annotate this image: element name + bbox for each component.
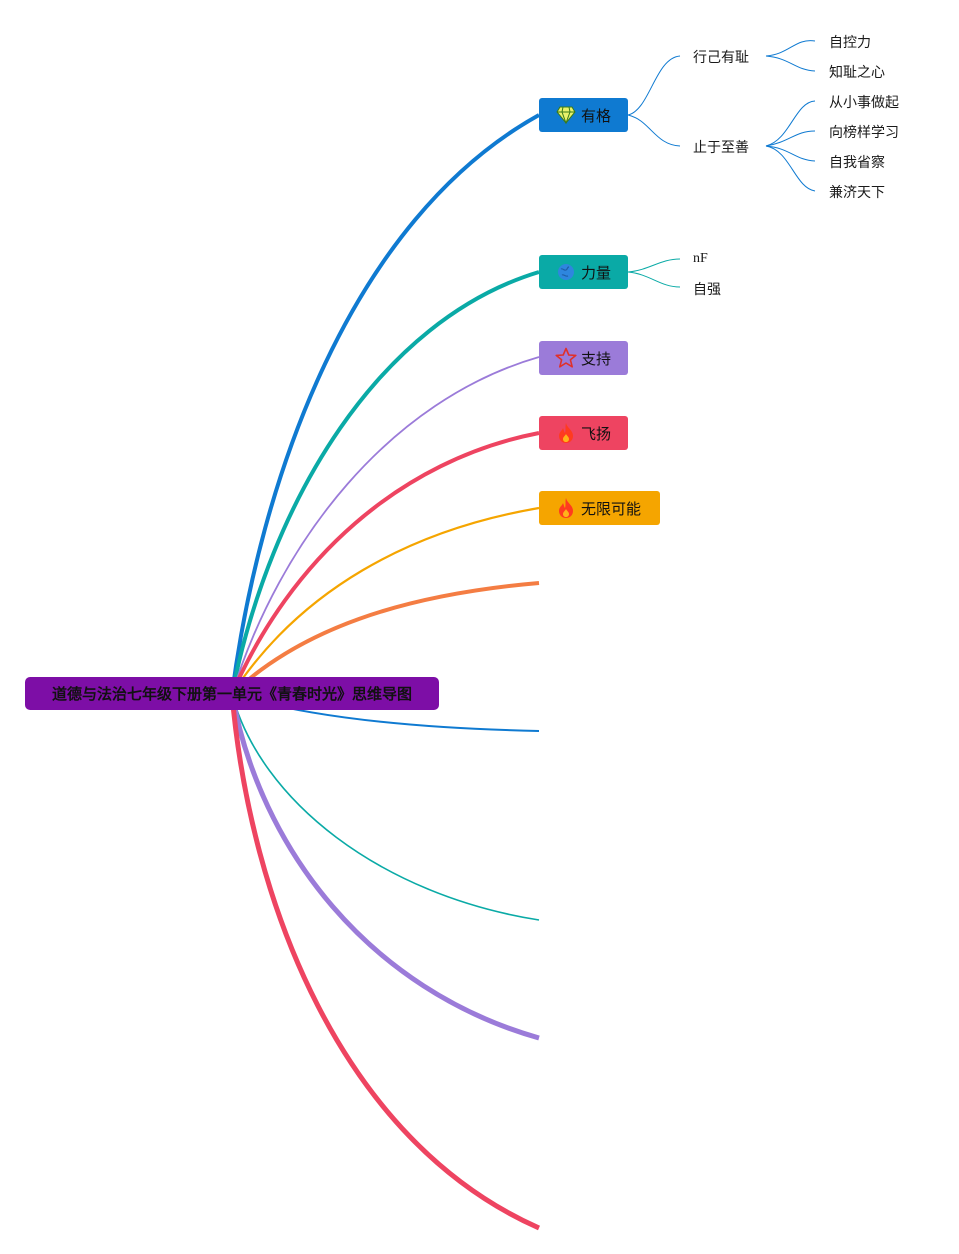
root-label: 道德与法治七年级下册第一单元《青春时光》思维导图 <box>51 686 412 703</box>
leaf-topic[interactable]: 兼济天下 <box>829 184 885 200</box>
yougei-sub-connectors <box>627 40 816 192</box>
liliang-sub-connectors <box>627 258 681 288</box>
subtopic-ziqiang[interactable]: 自强 <box>693 281 721 297</box>
branch-connector-empty <box>230 581 540 696</box>
branch-label: 有格 <box>581 107 612 125</box>
branch-label: 飞扬 <box>581 425 612 443</box>
branch-connector-zhichi <box>231 356 540 695</box>
branch-node-feiyang[interactable]: 飞扬 <box>539 416 628 450</box>
leaf-topic[interactable]: 自我省察 <box>829 154 885 170</box>
leaf-topic[interactable]: 向榜样学习 <box>829 124 899 140</box>
branch-node-liliang[interactable]: 力量 <box>539 255 628 289</box>
branch-connector-liliang <box>230 270 540 695</box>
leaf-topic[interactable]: 自控力 <box>829 34 871 50</box>
branch-connector-empty <box>231 693 540 921</box>
subtopic-xingjiyouchi[interactable]: 行己有耻 <box>693 49 749 65</box>
star-icon <box>555 347 577 369</box>
fire-icon <box>555 422 577 444</box>
globe-icon <box>555 261 577 283</box>
branch-label: 支持 <box>581 350 612 368</box>
branch-connector-empty <box>229 693 541 1231</box>
diamond-icon <box>555 104 577 126</box>
branch-node-wuxian[interactable]: 无限可能 <box>539 491 660 525</box>
branch-node-zhichi[interactable]: 支持 <box>539 341 628 375</box>
branch-label: 无限可能 <box>581 500 642 518</box>
branch-connector-yougei <box>230 113 540 695</box>
branch-connector-wuxian <box>231 506 540 695</box>
subtopic-nf[interactable]: nF <box>693 251 708 266</box>
branch-connector-feiyang <box>230 431 540 695</box>
branch-connector-empty <box>229 693 540 1041</box>
subtopic-zhiyuzhishan[interactable]: 止于至善 <box>693 139 749 155</box>
leaf-topic[interactable]: 知耻之心 <box>829 64 885 80</box>
root-node[interactable]: 道德与法治七年级下册第一单元《青春时光》思维导图 <box>25 677 439 710</box>
branch-node-yougei[interactable]: 有格 <box>539 98 628 132</box>
branch-label: 力量 <box>581 264 612 282</box>
leaf-topic[interactable]: 从小事做起 <box>829 94 899 110</box>
fire-icon <box>555 497 577 519</box>
